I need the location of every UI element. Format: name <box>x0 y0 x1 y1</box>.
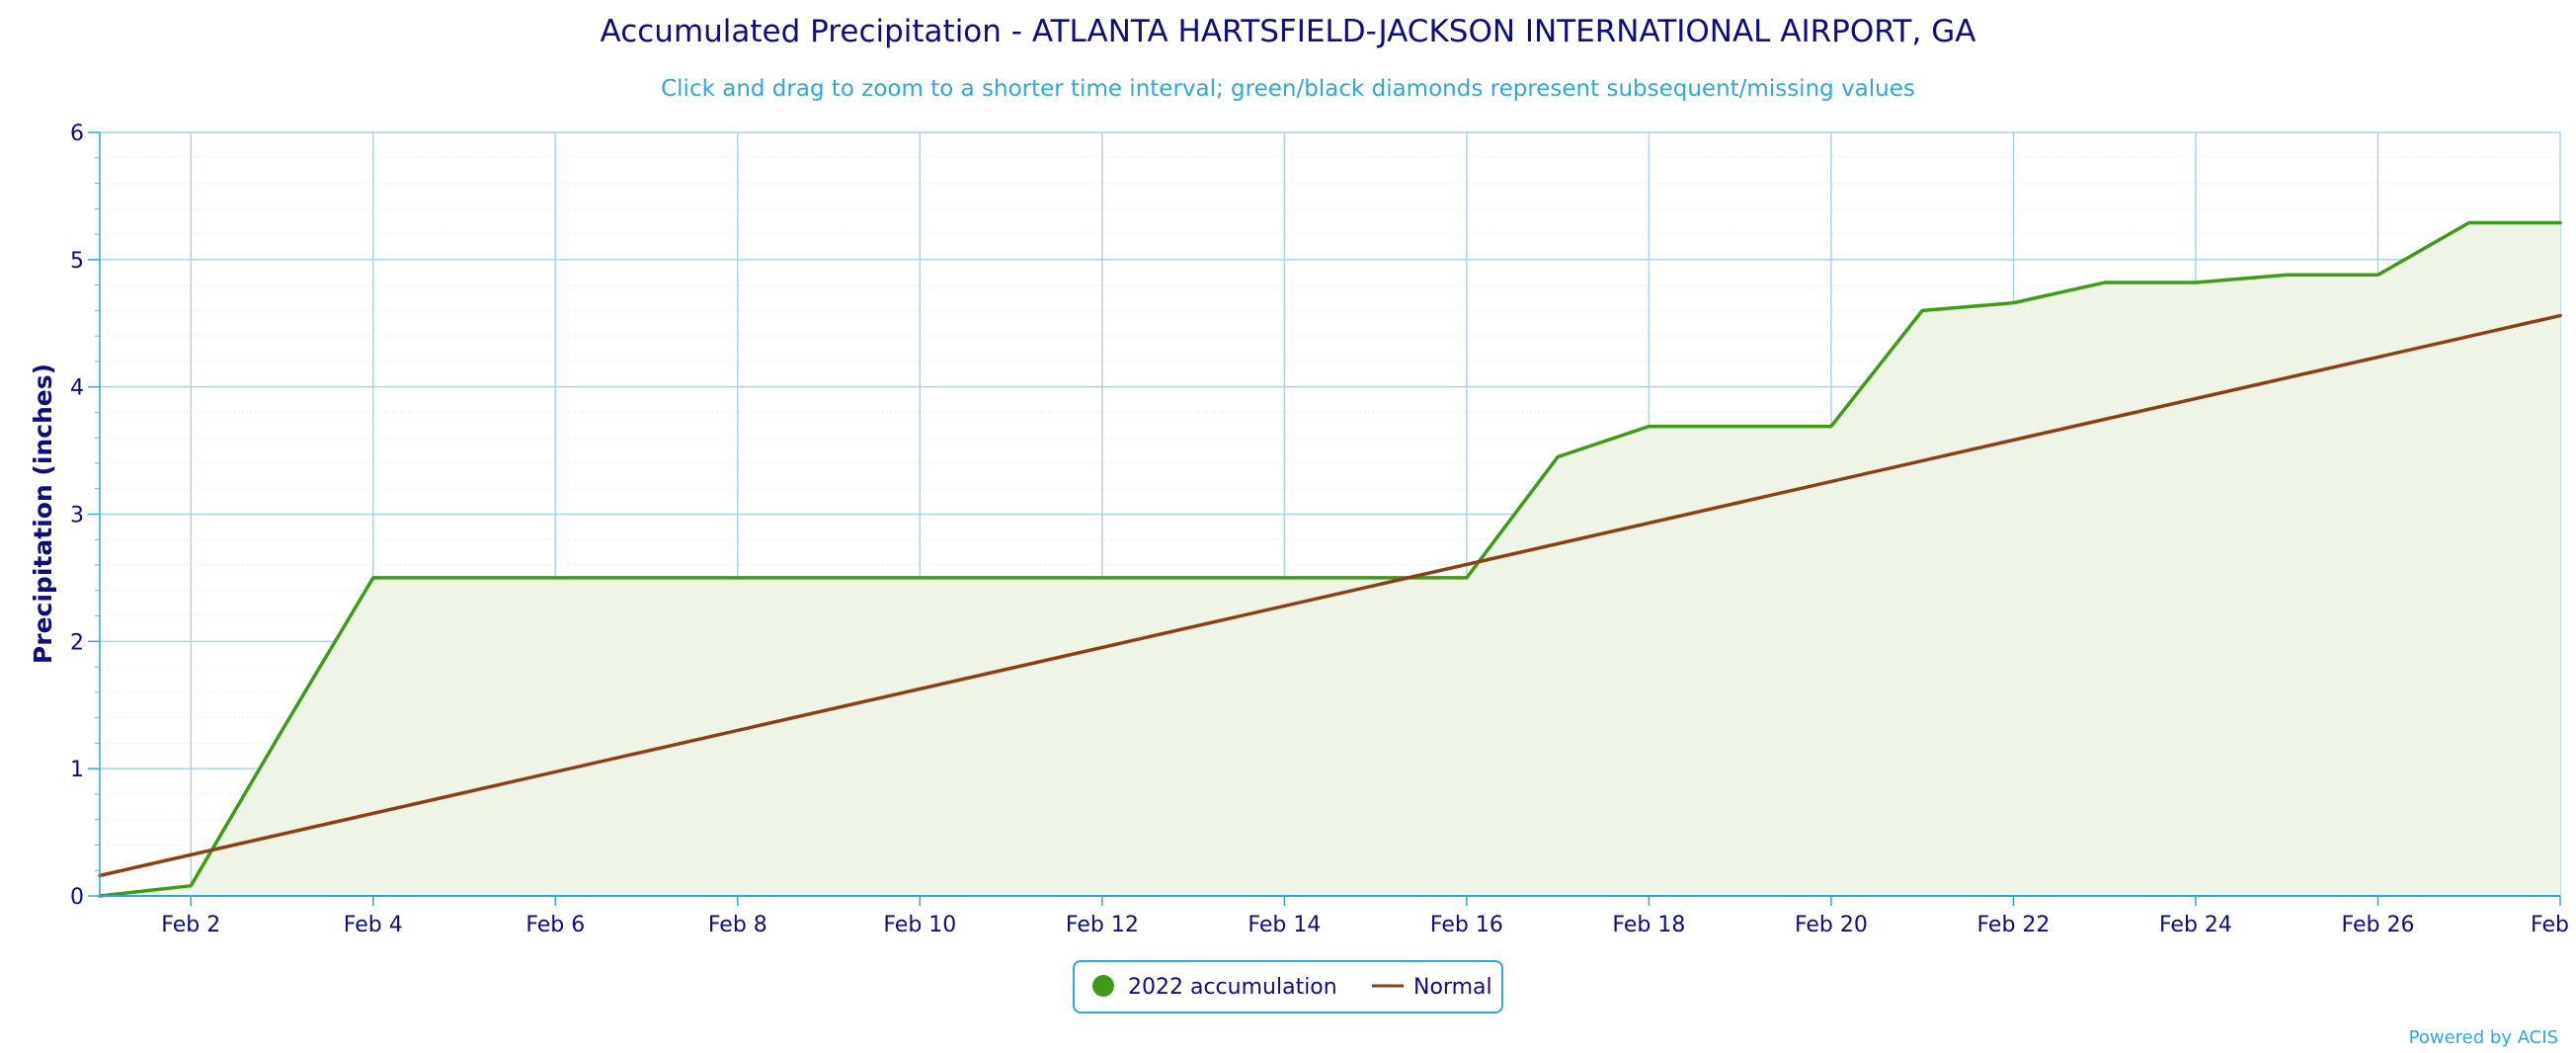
data-point-2022-accumulation[interactable] <box>552 575 558 581</box>
data-point-2022-accumulation[interactable] <box>1281 575 1287 581</box>
data-point-normal[interactable] <box>2557 313 2563 319</box>
x-tick-label: Feb 8 <box>708 913 767 937</box>
legend-item-2022-accumulation[interactable]: 2022 accumulation <box>1092 975 1337 1000</box>
data-point-2022-accumulation[interactable] <box>2466 219 2472 225</box>
data-point-2022-accumulation[interactable] <box>2102 280 2108 285</box>
x-tick-label: Feb 26 <box>2342 913 2415 937</box>
legend-label-2022-accumulation: 2022 accumulation <box>1128 975 1337 1000</box>
series-line-layer[interactable] <box>97 219 2563 899</box>
y-tick-label: 0 <box>70 885 84 910</box>
data-point-2022-accumulation[interactable] <box>2193 280 2199 285</box>
legend-marker-2022-accumulation <box>1092 975 1114 997</box>
credit-link[interactable]: Powered by ACIS <box>2409 1027 2558 1048</box>
x-tick-label: Feb 4 <box>344 913 403 937</box>
y-axis-label: Precipitation (inches) <box>29 364 57 664</box>
legend: 2022 accumulation Normal <box>1073 960 1503 1013</box>
x-tick-label: Feb 10 <box>883 913 956 937</box>
y-tick-label: 1 <box>70 758 84 782</box>
x-tick-label: Feb 24 <box>2159 913 2232 937</box>
x-tick-label: Feb 20 <box>1795 913 1868 937</box>
data-point-2022-accumulation[interactable] <box>1190 575 1196 581</box>
series-line-normal[interactable] <box>98 313 2562 878</box>
y-tick-label: 3 <box>70 504 84 528</box>
data-point-2022-accumulation[interactable] <box>1828 424 1834 430</box>
data-point-2022-accumulation[interactable] <box>1099 575 1105 581</box>
tick-labels: 0 1 2 3 4 5 6 Feb 2 Feb 4 Feb 6 Feb 8 Feb 10 Feb 12 F… <box>70 122 2576 937</box>
data-point-2022-accumulation[interactable] <box>1373 575 1379 581</box>
y-tick-label: 5 <box>70 249 84 274</box>
data-point-2022-accumulation[interactable] <box>1646 424 1651 430</box>
data-point-2022-accumulation[interactable] <box>644 575 650 581</box>
data-point-2022-accumulation[interactable] <box>461 575 467 581</box>
data-point-2022-accumulation[interactable] <box>2557 219 2563 225</box>
series-line-2022-accumulation[interactable] <box>98 220 2562 898</box>
x-tick-label: Feb 2 <box>161 913 220 937</box>
data-point-2022-accumulation[interactable] <box>1555 454 1561 460</box>
data-point-2022-accumulation[interactable] <box>2284 272 2290 278</box>
data-point-2022-accumulation[interactable] <box>188 883 194 889</box>
x-tick-label: Feb 2 <box>2531 913 2576 937</box>
x-tick-label: Feb 22 <box>1976 913 2050 937</box>
chart-title: Accumulated Precipitation - ATLANTA HART… <box>601 14 1976 49</box>
data-point-2022-accumulation[interactable] <box>826 575 832 581</box>
x-tick-label: Feb 16 <box>1430 913 1503 937</box>
y-tick-label: 2 <box>70 630 84 655</box>
data-point-2022-accumulation[interactable] <box>2010 300 2016 306</box>
legend-label-normal: Normal <box>1413 975 1492 1000</box>
data-point-2022-accumulation[interactable] <box>735 575 741 581</box>
data-point-2022-accumulation[interactable] <box>280 728 285 734</box>
data-point-2022-accumulation[interactable] <box>1737 424 1743 430</box>
x-tick-label: Feb 6 <box>525 913 585 937</box>
data-point-2022-accumulation[interactable] <box>370 575 376 581</box>
x-tick-label: Feb 18 <box>1612 913 1685 937</box>
y-tick-label: 4 <box>70 376 84 401</box>
series-area-layer <box>100 222 2560 896</box>
legend-box <box>1073 960 1503 1013</box>
data-point-2022-accumulation[interactable] <box>1919 307 1925 313</box>
data-point-2022-accumulation[interactable] <box>1464 575 1470 581</box>
data-point-2022-accumulation[interactable] <box>2375 272 2380 278</box>
chart-subtitle: Click and drag to zoom to a shorter time… <box>661 76 1915 102</box>
data-point-2022-accumulation[interactable] <box>1008 575 1014 581</box>
data-point-2022-accumulation[interactable] <box>917 575 923 581</box>
legend-item-normal[interactable]: Normal <box>1372 975 1492 1000</box>
y-tick-label: 6 <box>70 122 84 146</box>
x-tick-label: Feb 12 <box>1066 913 1139 937</box>
x-tick-label: Feb 14 <box>1248 913 1321 937</box>
series-area-2022-accumulation <box>100 222 2560 896</box>
axes <box>88 131 2561 906</box>
